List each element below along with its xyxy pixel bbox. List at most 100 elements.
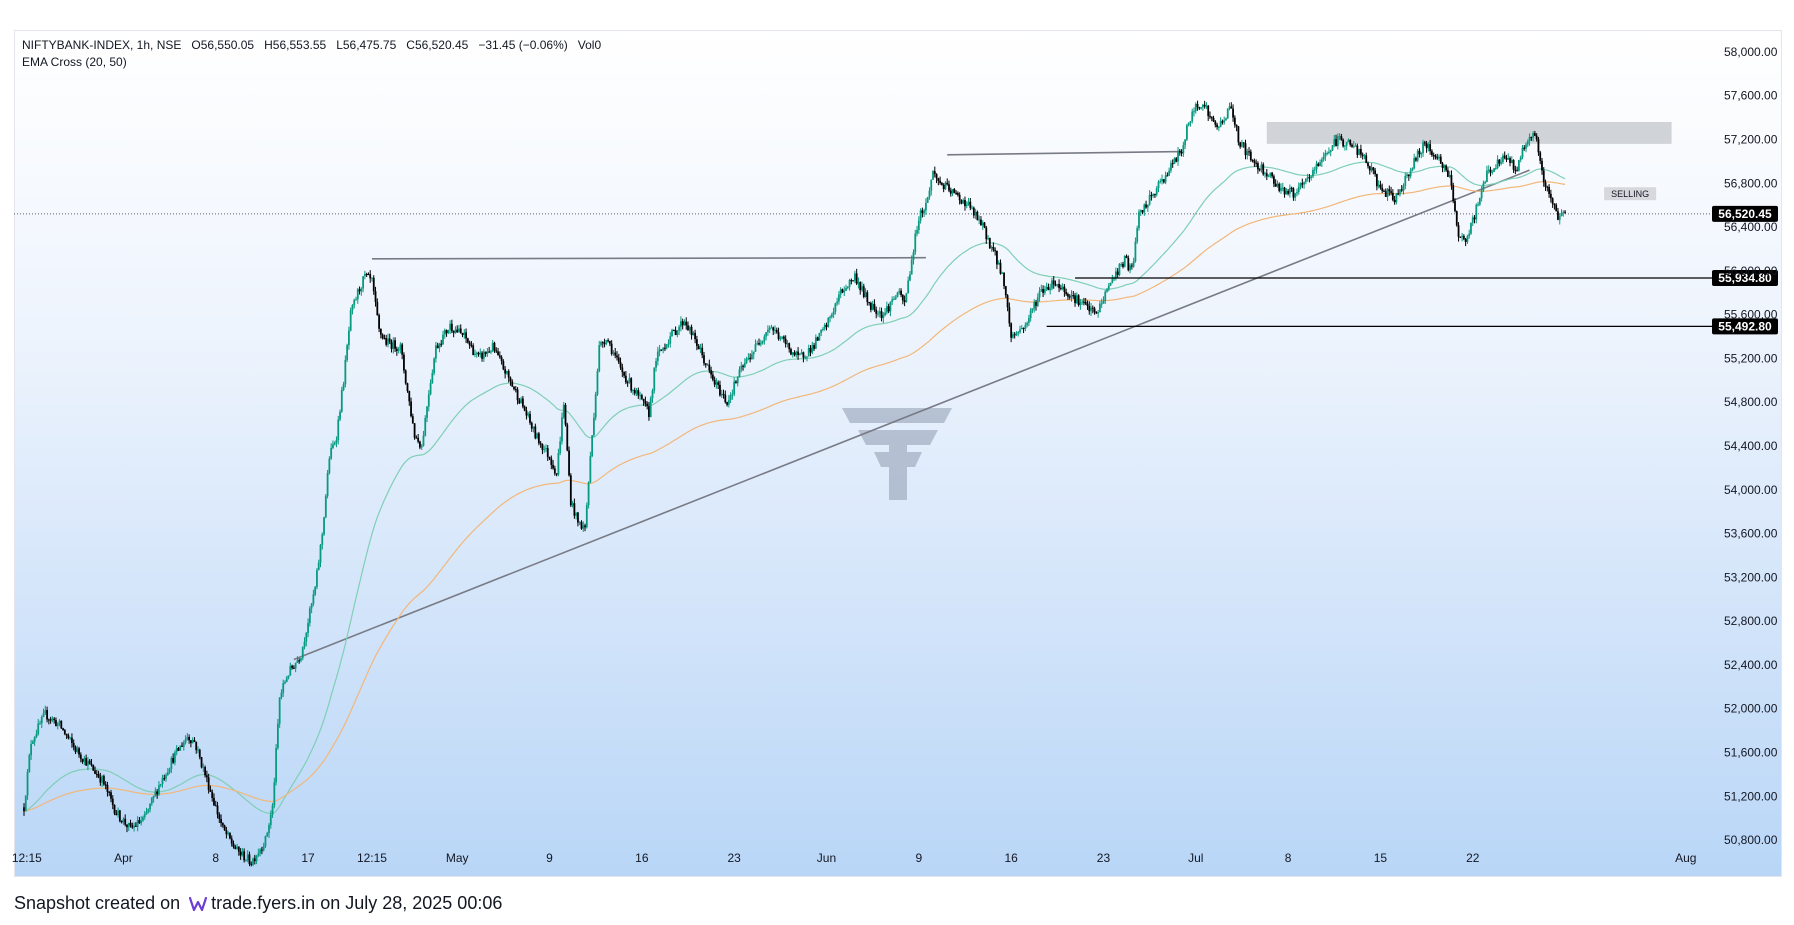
candle-body: [1010, 323, 1013, 338]
candle-body: [445, 330, 448, 334]
candle-body: [1155, 188, 1158, 195]
candle-body: [205, 775, 208, 778]
candle-body: [46, 710, 48, 720]
indicator-legend[interactable]: EMA Cross (20, 50): [22, 55, 127, 69]
candle-body: [919, 210, 922, 221]
candle-body: [69, 737, 72, 739]
candle-body: [1431, 151, 1433, 155]
candle-body: [449, 323, 452, 330]
candle-body: [30, 743, 33, 756]
candle-body: [630, 378, 633, 391]
candle-body: [410, 401, 412, 417]
candle-body: [1411, 168, 1414, 171]
candle-body: [619, 362, 622, 368]
candle-body: [374, 291, 377, 302]
candle-body: [65, 734, 68, 736]
candle-body: [1099, 303, 1101, 313]
candle-body: [284, 681, 286, 684]
candle-body: [859, 282, 862, 291]
candle-body: [339, 411, 341, 420]
candle-body: [529, 413, 531, 423]
candle-body: [1386, 189, 1389, 197]
candle-body: [513, 386, 515, 390]
candle-body: [1063, 286, 1066, 293]
candle-body: [646, 403, 649, 407]
footer-site-link[interactable]: trade.fyers.in: [211, 893, 316, 913]
candle-body: [1496, 159, 1499, 169]
candle-body: [616, 355, 618, 358]
candle-body: [898, 290, 901, 293]
candle-body: [1502, 155, 1504, 163]
candle-body: [623, 372, 625, 376]
candle-body: [415, 437, 418, 439]
candle-body: [1457, 225, 1460, 237]
candle-body: [552, 464, 554, 469]
candle-body: [633, 390, 636, 394]
candle-body: [1125, 255, 1128, 258]
candle-body: [317, 562, 320, 571]
candle-body: [585, 505, 588, 528]
candle-body: [676, 330, 679, 336]
indicator-name[interactable]: EMA Cross (20, 50): [22, 55, 127, 69]
candle-body: [545, 448, 547, 450]
resistance-zone-rect[interactable]: [1266, 121, 1672, 144]
candle-body: [504, 369, 507, 374]
candle-body: [35, 734, 38, 738]
x-tick-label: 17: [301, 851, 315, 865]
candle-body: [626, 382, 629, 384]
trendlines: [293, 150, 1530, 661]
candle-body: [814, 337, 817, 349]
candle-body: [987, 237, 989, 240]
candle-body: [1494, 168, 1497, 170]
candle-body: [717, 382, 720, 385]
candle-body: [962, 200, 965, 204]
candle-body: [800, 352, 803, 355]
candle-body: [342, 384, 345, 390]
symbol-name[interactable]: NIFTYBANK-INDEX, 1h, NSE: [22, 38, 182, 52]
candle-body: [1043, 289, 1046, 293]
candle-body: [1274, 183, 1277, 187]
candle-body: [126, 824, 128, 828]
candle-body: [1100, 303, 1103, 305]
candle-body: [665, 344, 668, 349]
y-tick-label: 50,800.00: [1724, 833, 1778, 847]
x-tick-label: Apr: [114, 851, 133, 865]
candle-body: [1122, 263, 1124, 267]
candle-body: [76, 748, 79, 752]
ohlc-high: H56,553.55: [264, 38, 327, 52]
trendline[interactable]: [947, 150, 1182, 156]
trendline[interactable]: [371, 256, 926, 260]
candle-body: [507, 370, 510, 378]
candle-body: [117, 810, 119, 816]
candle-body: [175, 748, 178, 753]
candle-body: [756, 343, 759, 345]
candle-body: [1402, 186, 1405, 191]
candle-body: [749, 357, 752, 360]
candle-body: [710, 370, 712, 375]
candle-body: [967, 201, 970, 205]
candle-body: [843, 290, 846, 293]
candle-body: [356, 289, 359, 300]
candle-body: [104, 784, 107, 786]
candle-body: [672, 329, 675, 331]
candle-body: [118, 810, 121, 821]
candle-body: [113, 804, 116, 814]
candle-body: [81, 758, 84, 762]
trendline[interactable]: [293, 169, 1530, 661]
y-tick-label: 57,600.00: [1724, 89, 1778, 103]
candle-body: [468, 342, 471, 346]
candle-body: [94, 770, 96, 774]
candle-body: [1184, 139, 1187, 146]
selling-label-box[interactable]: [1604, 187, 1657, 201]
candle-body: [546, 448, 549, 457]
fyers-watermark-logo: [842, 408, 952, 500]
candle-body: [1022, 328, 1025, 330]
candle-body: [905, 293, 908, 302]
candle-body: [811, 345, 814, 353]
candle-body: [1253, 160, 1256, 163]
candle-body: [1035, 302, 1037, 306]
candle-body: [431, 372, 434, 384]
candle-body: [181, 745, 183, 747]
last-price-badge: [1712, 205, 1778, 222]
